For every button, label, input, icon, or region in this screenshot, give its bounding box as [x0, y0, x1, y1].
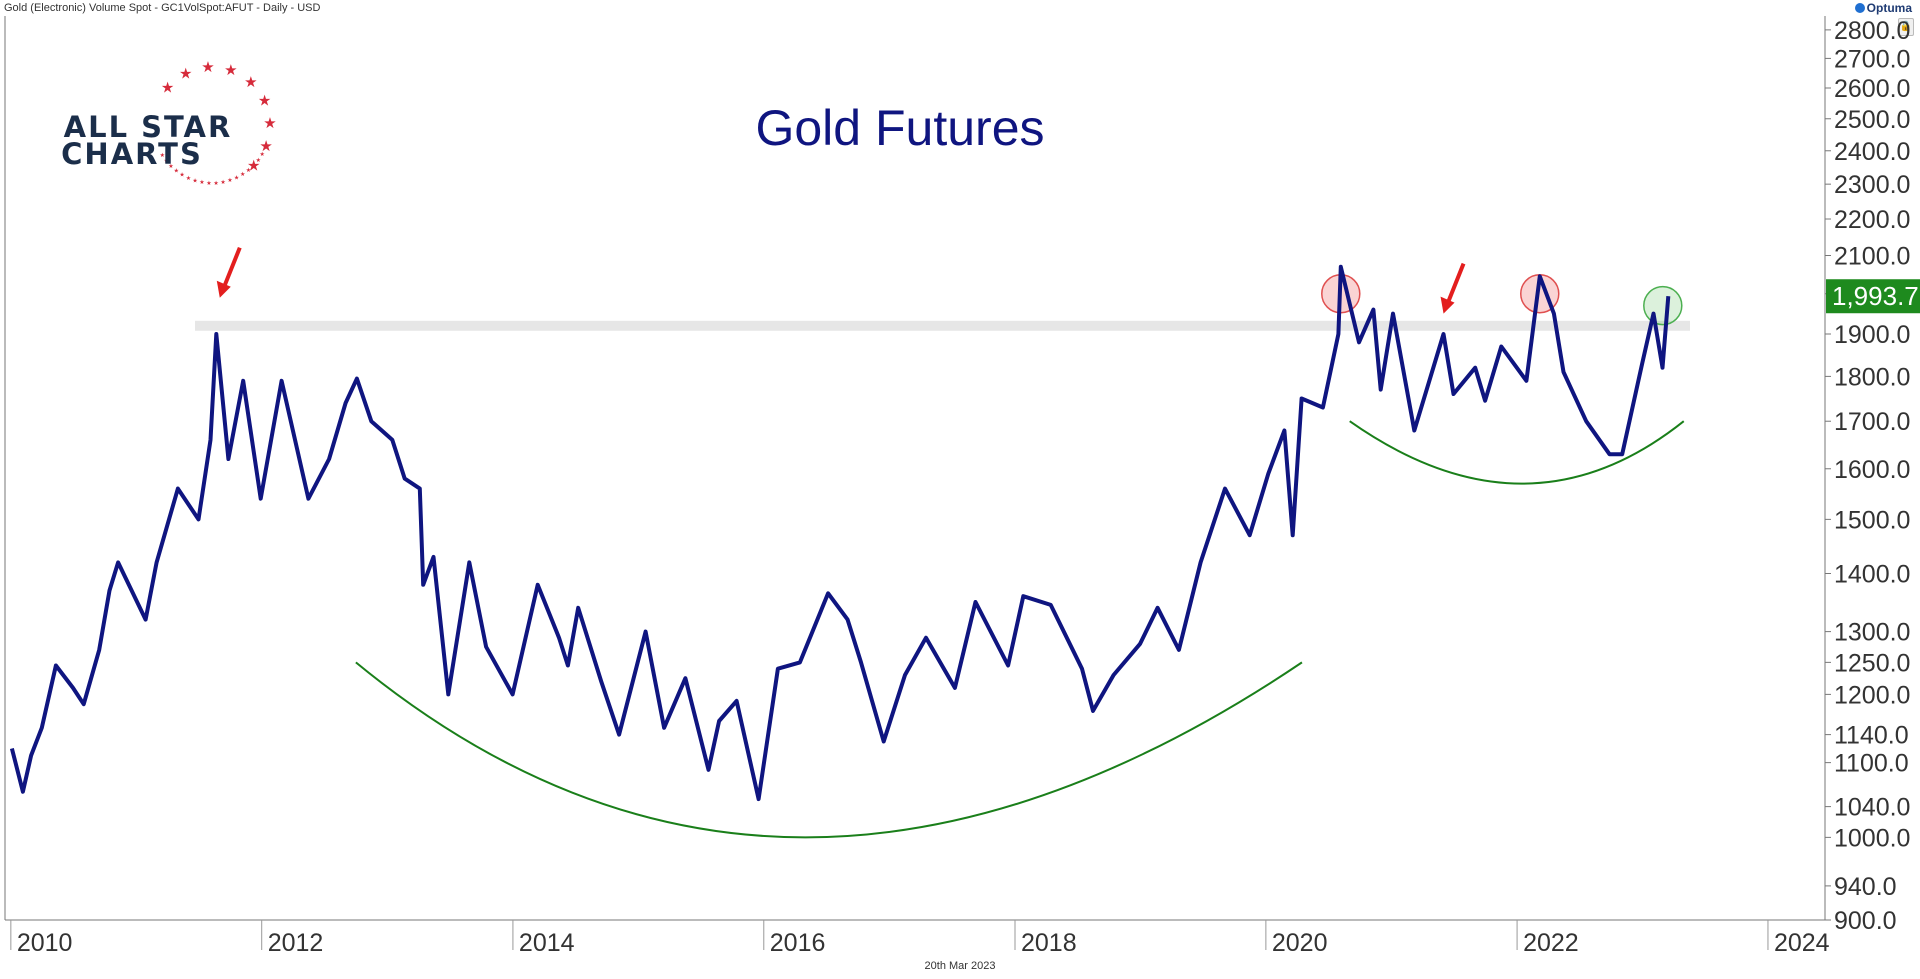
x-axis: 2010 2012 2014 2016 2018 2020 2022 2024: [10, 920, 1830, 957]
y-tick-label-4: 1100.0: [1834, 750, 1909, 778]
y-tick-label-6: 1200.0: [1834, 681, 1910, 709]
logo-stars: ★★ ★ ★★★★★★★★★★★★★★★★★★★★★★★★: [160, 59, 277, 187]
optuma-brand: Optuma: [1854, 1, 1912, 15]
logo-star-6: ★: [263, 115, 276, 132]
support-arc-1: [355, 661, 1303, 839]
logo-star-3: ★: [224, 62, 237, 79]
arrow-head-2: [1440, 296, 1455, 314]
logo-star-1: ★: [179, 65, 192, 82]
y-tick-label-22: 2700.0: [1834, 45, 1910, 73]
x-tick-label-7: 2024: [1774, 929, 1830, 957]
arrows: [216, 246, 1466, 314]
logo-star-2: ★: [201, 59, 214, 76]
y-tick-label-7: 1250.0: [1834, 649, 1910, 677]
logo-small-star-1: ★: [256, 157, 261, 164]
y-tick-label-8: 1300.0: [1834, 619, 1910, 647]
price-series-line: [9, 264, 1671, 802]
y-tick-label-19: 2400.0: [1834, 138, 1910, 166]
y-tick-label-21: 2600.0: [1834, 75, 1910, 103]
lock-icon[interactable]: 🔒: [1898, 18, 1914, 36]
last-price-badge-bg: [1826, 279, 1920, 314]
logo-small-star-6: ★: [227, 177, 232, 184]
price-series: [9, 264, 1671, 802]
chart-caption: Gold (Electronic) Volume Spot - GC1VolSp…: [4, 2, 321, 14]
logo-small-star-15: ★: [168, 163, 173, 170]
arrow-head-1: [216, 280, 231, 298]
x-tick-label-4: 2018: [1021, 929, 1077, 957]
logo-star-5: ★: [258, 92, 271, 109]
logo-small-star-12: ★: [186, 175, 191, 182]
footer-date: 20th Mar 2023: [924, 960, 996, 972]
y-tick-label-0: 900.0: [1834, 907, 1897, 935]
logo-small-star-0: ★: [260, 151, 265, 158]
logo-line-2: CHARTS: [61, 137, 203, 171]
x-tick-label-6: 2022: [1523, 929, 1579, 957]
support-arcs: [355, 420, 1685, 839]
logo-small-star-17: ★: [160, 152, 165, 159]
all-star-charts-logo: ★★ ★ ★★★★★★★★★★★★★★★★★★★★★★★★ ALL STAR CHA…: [61, 59, 277, 187]
last-price-label: 1,993.7: [1832, 281, 1919, 311]
support-arc-2: [1349, 420, 1685, 485]
y-tick-label-12: 1700.0: [1834, 408, 1910, 436]
logo-small-star-13: ★: [179, 172, 184, 179]
y-tick-label-5: 1140.0: [1834, 722, 1909, 750]
logo-small-star-8: ★: [213, 180, 218, 187]
y-tick-label-20: 2500.0: [1834, 106, 1910, 134]
logo-small-star-16: ★: [164, 158, 169, 165]
y-tick-label-11: 1600.0: [1834, 456, 1910, 484]
logo-small-star-7: ★: [220, 179, 225, 186]
arrow-shaft-2: [1445, 262, 1466, 305]
peak-circle-3: [1643, 285, 1683, 326]
logo-small-star-3: ★: [246, 167, 251, 174]
y-tick-label-10: 1500.0: [1834, 506, 1910, 534]
y-tick-label-2: 1000.0: [1834, 824, 1910, 852]
x-tick-label-0: 2010: [17, 929, 73, 957]
logo-star-4: ★: [244, 74, 257, 91]
y-tick-label-14: 1900.0: [1834, 321, 1910, 349]
logo-small-star-11: ★: [192, 177, 197, 184]
y-tick-label-16: 2100.0: [1834, 242, 1910, 270]
logo-small-star-10: ★: [199, 179, 204, 186]
optuma-logo-icon: [1854, 3, 1865, 13]
logo-small-star-14: ★: [174, 168, 179, 175]
logo-line-1: ALL STAR: [64, 110, 233, 144]
x-tick-label-2: 2014: [519, 929, 575, 957]
y-tick-label-18: 2300.0: [1834, 171, 1910, 199]
y-tick-label-23: 2800.0: [1834, 17, 1910, 45]
y-tick-label-3: 1040.0: [1834, 794, 1910, 822]
x-tick-label-5: 2020: [1272, 929, 1328, 957]
chart-title: Gold Futures: [755, 100, 1044, 156]
logo-star-7: ★: [259, 138, 272, 155]
logo-star-0: ★: [161, 80, 174, 97]
brand-label: Optuma: [1866, 1, 1912, 15]
logo-star-8: ★: [247, 157, 260, 174]
logo-small-star-4: ★: [240, 171, 245, 178]
y-tick-label-13: 1800.0: [1834, 363, 1910, 391]
logo-small-star-2: ★: [251, 162, 256, 169]
x-tick-label-1: 2012: [268, 929, 324, 957]
logo-small-star-9: ★: [206, 180, 211, 187]
x-tick-label-3: 2016: [770, 929, 826, 957]
y-tick-label-1: 940.0: [1834, 873, 1897, 901]
y-tick-label-17: 2200.0: [1834, 206, 1910, 234]
top-info-bar: Gold (Electronic) Volume Spot - GC1VolSp…: [0, 0, 1920, 16]
resistance-line: [195, 320, 1690, 331]
resistance-band: [195, 320, 1690, 331]
y-tick-label-9: 1400.0: [1834, 560, 1910, 588]
last-price-badge: 1,993.7: [1826, 279, 1920, 314]
logo-small-star-5: ★: [234, 175, 239, 182]
arrow-shaft-1: [221, 246, 242, 289]
